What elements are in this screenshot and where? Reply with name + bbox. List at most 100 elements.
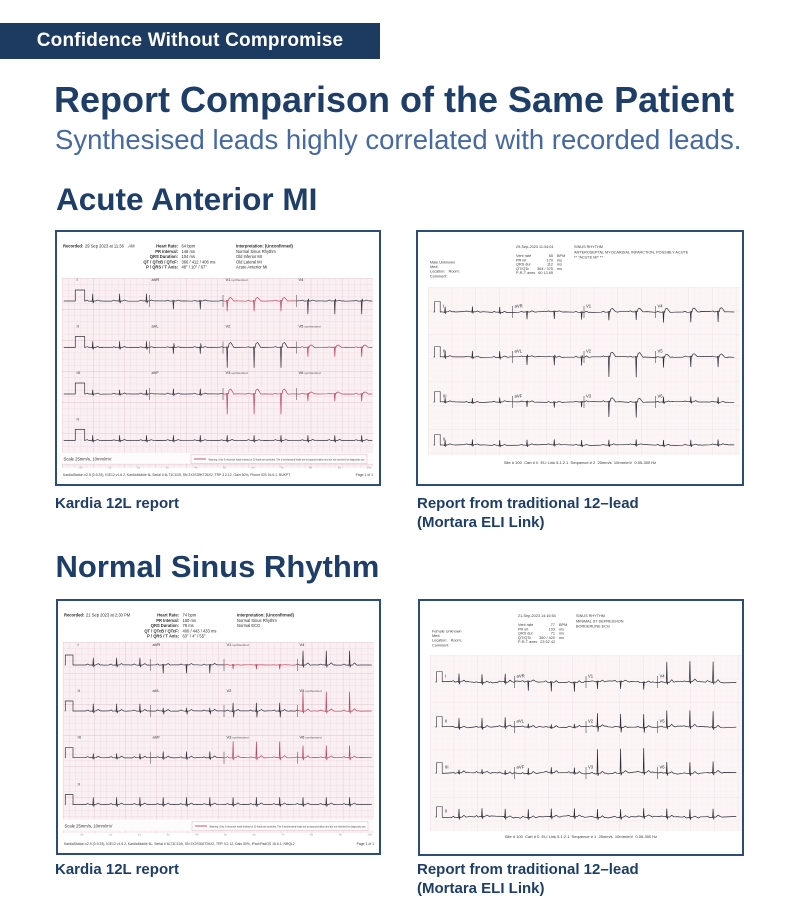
svg-text:BPM: BPM: [557, 254, 565, 258]
svg-text:23 52 42: 23 52 42: [540, 640, 555, 644]
svg-text:Normal ECG: Normal ECG: [237, 623, 260, 628]
svg-text:170: 170: [547, 258, 553, 262]
svg-text:ms: ms: [557, 263, 562, 267]
svg-text:QRS dur: QRS dur: [516, 263, 532, 267]
svg-text:PR Interval:: PR Interval:: [156, 618, 179, 623]
svg-text:V5: V5: [658, 349, 664, 354]
svg-text:ms: ms: [559, 632, 564, 636]
svg-text:aVR: aVR: [517, 674, 525, 679]
svg-text:5s: 5s: [224, 833, 228, 837]
svg-text:ms: ms: [559, 627, 564, 631]
svg-text:II: II: [443, 437, 445, 442]
svg-text:2s: 2s: [138, 833, 142, 837]
svg-text:SINUS RHYTHM: SINUS RHYTHM: [574, 245, 603, 249]
svg-text:V6: V6: [658, 394, 664, 399]
svg-text:8s: 8s: [309, 466, 313, 470]
svg-text:4s: 4s: [194, 466, 198, 470]
svg-text:366 / 412 / 406 ms: 366 / 412 / 406 ms: [182, 259, 216, 264]
svg-text:Comment:: Comment:: [430, 274, 448, 278]
svg-text:QT/QTc: QT/QTc: [518, 636, 531, 640]
svg-text:Site # 100 Cart # 0 ELI Link: Site # 100 Cart # 0 ELI Link 5.1.2.1 Seq…: [504, 460, 656, 465]
svg-text:aVF: aVF: [515, 394, 523, 399]
svg-text:63° / 4° / 55°: 63° / 4° / 55°: [183, 634, 206, 639]
svg-text:21-Sep-2023 14:16:54: 21-Sep-2023 14:16:54: [518, 614, 556, 618]
svg-text:V5: V5: [660, 719, 666, 724]
svg-text:aVL: aVL: [515, 349, 523, 354]
svg-text:Recorded:: Recorded:: [63, 244, 83, 249]
svg-text:aVR: aVR: [515, 304, 523, 309]
svg-text:Warning: Only 3 electrode lead: Warning: Only 3 electrode leads instead …: [210, 824, 366, 828]
svg-text:QT/QTc: QT/QTc: [516, 267, 529, 271]
svg-text:9s: 9s: [339, 833, 343, 837]
svg-text:V4: V4: [299, 277, 305, 282]
svg-text:29 Sep 2023 at 11:36 AM: 29 Sep 2023 at 11:36 AM: [85, 244, 135, 249]
svg-text:V6 synthesized: V6 synthesized: [300, 735, 322, 740]
svg-text:4s: 4s: [195, 833, 199, 837]
svg-text:10s: 10s: [366, 466, 371, 470]
svg-text:PR int: PR int: [516, 258, 527, 262]
svg-text:V2: V2: [226, 324, 232, 329]
svg-text:V3 synthesized: V3 synthesized: [226, 370, 248, 375]
svg-text:Location: Room:: Location: Room:: [430, 270, 460, 274]
svg-text:Scale 25mm/s, 10mm/mV: Scale 25mm/s, 10mm/mV: [64, 457, 112, 462]
svg-text:Normal Sinus Rhythm: Normal Sinus Rhythm: [236, 249, 276, 254]
svg-text:II: II: [445, 719, 447, 724]
svg-text:1s: 1s: [109, 833, 113, 837]
svg-text:Female Unknown: Female Unknown: [432, 630, 462, 634]
svg-text:Old Inferior MI: Old Inferior MI: [236, 254, 262, 259]
svg-text:II: II: [77, 417, 79, 422]
svg-text:III: III: [78, 735, 81, 740]
svg-text:Heart Rate:: Heart Rate:: [156, 244, 178, 249]
svg-text:29-Sep-2023 11:34:04: 29-Sep-2023 11:34:04: [516, 245, 554, 249]
svg-text:V4: V4: [660, 674, 666, 679]
svg-text:77: 77: [551, 623, 555, 627]
svg-text:II: II: [78, 688, 80, 693]
svg-text:1s: 1s: [108, 466, 112, 470]
svg-text:BORDERLINE ECG: BORDERLINE ECG: [576, 625, 610, 629]
svg-text:III: III: [443, 394, 447, 399]
svg-text:Old Lateral MI: Old Lateral MI: [236, 259, 262, 264]
svg-text:BPM: BPM: [559, 623, 567, 627]
svg-text:aVL: aVL: [152, 324, 160, 329]
svg-text:aVF: aVF: [153, 735, 161, 740]
svg-text:II: II: [78, 782, 80, 787]
svg-text:103: 103: [549, 627, 555, 631]
svg-text:48° / 10° / 67°: 48° / 10° / 67°: [182, 265, 208, 270]
svg-text:V1: V1: [586, 304, 592, 309]
svg-text:3s: 3s: [167, 833, 171, 837]
svg-text:PR int: PR int: [518, 627, 529, 631]
svg-text:Page 1 of 1: Page 1 of 1: [357, 842, 374, 846]
svg-text:148 ms: 148 ms: [182, 249, 195, 254]
svg-text:Recorded:: Recorded:: [64, 613, 84, 618]
svg-text:MINIMAL ST DEPRESSION: MINIMAL ST DEPRESSION: [576, 619, 624, 623]
svg-text:QT / QTcB / QTcF:: QT / QTcB / QTcF:: [143, 259, 178, 264]
svg-text:160 ms: 160 ms: [183, 618, 196, 623]
svg-text:64 bpm: 64 bpm: [182, 244, 196, 249]
svg-text:III: III: [445, 765, 449, 770]
svg-text:8s: 8s: [310, 833, 314, 837]
svg-text:V6: V6: [660, 765, 666, 770]
svg-text:ms: ms: [559, 636, 564, 640]
svg-text:P / QRS / T Axis:: P / QRS / T Axis:: [146, 265, 178, 270]
svg-text:aVL: aVL: [517, 719, 525, 724]
svg-text:Heart Rate:: Heart Rate:: [157, 613, 179, 618]
svg-text:112: 112: [547, 263, 553, 267]
svg-text:V6 synthesized: V6 synthesized: [299, 370, 321, 375]
svg-text:V3: V3: [588, 765, 594, 770]
svg-text:QT / QTcB / QTcF:: QT / QTcB / QTcF:: [144, 628, 179, 633]
svg-text:aVF: aVF: [152, 370, 160, 375]
svg-text:PR Interval:: PR Interval:: [155, 249, 178, 254]
svg-text:QRS dur: QRS dur: [518, 632, 534, 636]
svg-text:60 13 65: 60 13 65: [538, 271, 553, 275]
svg-text:Vent rate: Vent rate: [516, 254, 531, 258]
svg-text:Acute Anterior MI: Acute Anterior MI: [236, 265, 267, 270]
svg-text:V3 synthesized: V3 synthesized: [227, 735, 249, 740]
svg-text:0s: 0s: [79, 466, 83, 470]
svg-text:2s: 2s: [137, 466, 141, 470]
svg-text:II: II: [443, 349, 445, 354]
svg-text:KardiaStation v2.9 (0.9.25), I: KardiaStation v2.9 (0.9.25), IGE12 v1.6.…: [63, 473, 290, 477]
svg-text:400 / 443 / 433 ms: 400 / 443 / 433 ms: [183, 628, 217, 633]
svg-text:Vent rate: Vent rate: [518, 623, 533, 627]
svg-text:aVL: aVL: [153, 688, 161, 693]
svg-text:V2: V2: [586, 349, 592, 354]
